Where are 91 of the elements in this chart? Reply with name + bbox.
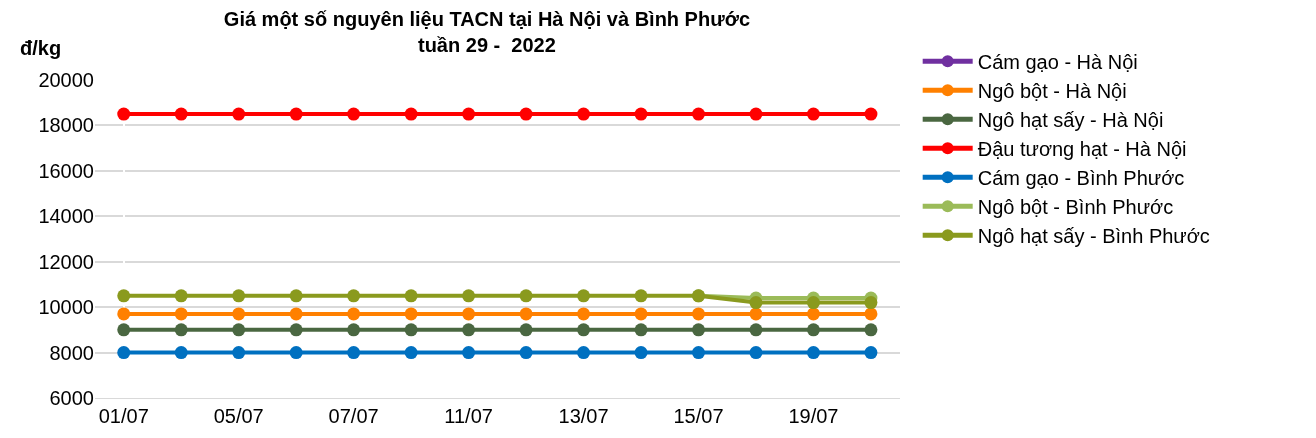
point	[462, 107, 476, 121]
point	[462, 289, 476, 303]
point	[692, 323, 705, 337]
point	[347, 307, 361, 321]
y-tick-label: 12000	[38, 250, 94, 273]
point	[174, 307, 188, 321]
point	[749, 346, 763, 360]
point	[806, 307, 820, 321]
point	[232, 289, 246, 303]
point	[577, 107, 591, 121]
point	[634, 307, 648, 321]
point	[749, 107, 763, 121]
point	[232, 346, 246, 360]
y-tick-label: 6000	[49, 387, 94, 409]
y-tick-label: 14000	[38, 205, 94, 228]
y-axis-title: đ/kg	[20, 37, 62, 59]
y-tick-label: 16000	[38, 159, 94, 182]
point	[577, 289, 591, 303]
point	[577, 323, 591, 337]
point	[289, 323, 303, 337]
x-tick-label: 11/07	[444, 405, 493, 427]
point	[634, 107, 648, 121]
point	[806, 346, 820, 360]
point	[864, 323, 878, 337]
point	[289, 289, 303, 303]
point	[289, 307, 303, 321]
point	[117, 307, 131, 321]
legend-label: Ngô bột - Hà Nội	[977, 80, 1127, 103]
y-tick-label: 8000	[49, 341, 94, 364]
point	[174, 107, 188, 121]
point	[864, 107, 878, 121]
point	[347, 289, 361, 303]
legend-label: Cám gạo - Hà Nội	[977, 51, 1138, 74]
point	[117, 346, 131, 360]
point	[174, 323, 188, 337]
point	[404, 289, 418, 303]
x-tick-label: 13/07	[558, 405, 609, 427]
point	[232, 107, 246, 121]
point	[519, 289, 533, 303]
x-tick-label: 19/07	[788, 405, 839, 427]
legend-label: Ngô bột - Bình Phước	[977, 196, 1174, 219]
point	[347, 346, 361, 360]
point	[117, 107, 131, 121]
point	[117, 289, 131, 303]
point	[289, 107, 303, 121]
point	[519, 346, 533, 360]
point	[864, 346, 878, 360]
point	[864, 296, 878, 310]
point	[806, 107, 820, 121]
point	[634, 289, 648, 303]
point	[347, 323, 361, 337]
x-tick-label: 01/07	[98, 405, 149, 427]
legend-label: Ngô hạt sấy - Bình Phước	[977, 225, 1210, 248]
chart-title: Giá một số nguyên liệu TACN tại Hà Nội và Bình Phước tuần 29 - 2022	[223, 8, 751, 57]
point	[692, 346, 705, 360]
point	[289, 346, 303, 360]
point	[577, 307, 591, 321]
point	[806, 323, 820, 337]
legend-label: Cám gạo - Bình Phước	[977, 167, 1185, 190]
point	[749, 323, 763, 337]
point	[692, 107, 705, 121]
point	[634, 323, 648, 337]
point	[404, 107, 418, 121]
point	[519, 323, 533, 337]
point	[404, 346, 418, 360]
point	[519, 307, 533, 321]
point	[634, 346, 648, 360]
y-tick-label: 10000	[38, 296, 94, 319]
y-tick-label: 18000	[38, 114, 94, 137]
point	[404, 307, 418, 321]
point	[174, 346, 188, 360]
y-tick-label: 20000	[38, 69, 94, 91]
point	[462, 307, 476, 321]
x-tick-label: 05/07	[213, 405, 264, 427]
x-tick-label: 15/07	[673, 405, 724, 427]
point	[577, 346, 591, 360]
x-tick-label: 07/07	[328, 405, 379, 427]
point	[404, 323, 418, 337]
legend-label: Ngô hạt sấy - Hà Nội	[977, 109, 1164, 132]
point	[117, 323, 131, 337]
point	[462, 323, 476, 337]
point	[174, 289, 188, 303]
point	[347, 107, 361, 121]
point	[806, 296, 820, 310]
point	[462, 346, 476, 360]
point	[232, 323, 246, 337]
legend-label: Đậu tương hạt - Hà Nội	[977, 138, 1187, 161]
point	[692, 307, 705, 321]
point	[232, 307, 246, 321]
point	[519, 107, 533, 121]
point	[749, 296, 763, 310]
